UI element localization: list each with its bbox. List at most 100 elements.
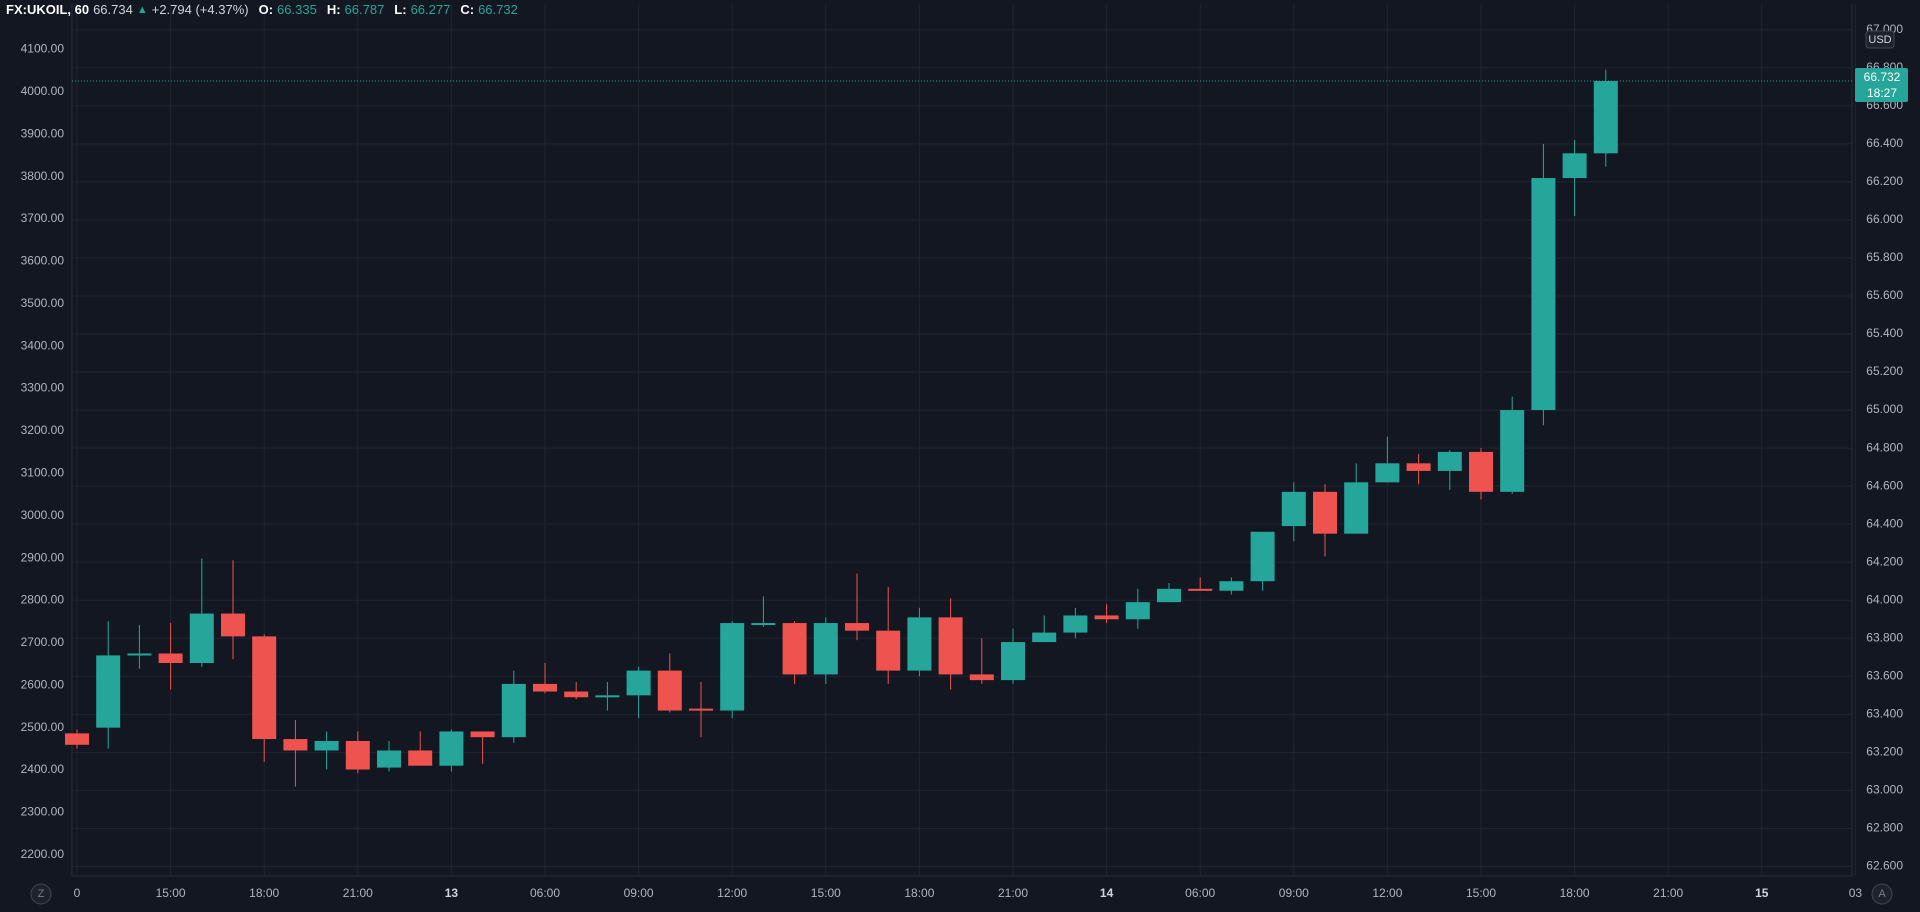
candle-body	[1469, 451, 1493, 492]
right-axis-tick-label: 66.200	[1866, 174, 1903, 188]
right-axis-tick-label: 65.400	[1866, 326, 1903, 340]
left-axis-tick-label: 2700.00	[21, 635, 65, 649]
candle-body	[1063, 615, 1088, 633]
right-axis-tick-label: 64.800	[1866, 440, 1903, 454]
right-axis-tick-label: 65.200	[1866, 364, 1903, 378]
candle-body	[1406, 463, 1431, 471]
left-axis-tick-label: 2200.00	[21, 847, 65, 861]
right-axis-tick-label: 66.400	[1866, 136, 1903, 150]
price-change: +2.794 (+4.37%)	[151, 2, 249, 17]
left-axis-tick-label: 2400.00	[21, 762, 65, 776]
candle-body	[408, 750, 433, 766]
candle-body	[813, 623, 838, 675]
candle-body	[1281, 491, 1306, 527]
time-axis-label: 18:00	[249, 886, 279, 900]
candle-body	[657, 670, 682, 711]
left-axis-tick-label: 2800.00	[21, 593, 65, 607]
last-price: 66.734	[93, 2, 133, 17]
candle-body	[1219, 581, 1244, 591]
time-axis-label: 0	[74, 886, 81, 900]
right-axis-tick-label: 64.200	[1866, 554, 1903, 568]
auto-scale-button[interactable]	[1871, 883, 1893, 905]
left-axis-tick-label: 4100.00	[21, 42, 65, 56]
left-axis-tick-label: 2600.00	[21, 677, 65, 691]
candle-body	[876, 630, 901, 671]
right-axis-tick-label: 65.600	[1866, 288, 1903, 302]
time-axis-label: 15:00	[811, 886, 841, 900]
time-axis-label: 12:00	[717, 886, 747, 900]
time-axis-label: 15	[1755, 886, 1769, 900]
currency-badge[interactable]	[1865, 30, 1895, 49]
candle-body	[595, 695, 620, 698]
time-axis-label: 21:00	[343, 886, 373, 900]
candle-body	[1344, 482, 1369, 534]
candle-body	[439, 731, 464, 766]
open-label: O:	[258, 2, 274, 17]
candle-body	[1500, 410, 1525, 492]
candle-body	[252, 636, 277, 740]
time-axis-label: 18:00	[904, 886, 934, 900]
time-axis-label: 14	[1100, 886, 1114, 900]
candle-body	[1593, 81, 1618, 154]
high-value: 66.787	[344, 2, 385, 17]
candle-body	[845, 623, 869, 631]
right-axis-tick-label: 63.600	[1866, 668, 1903, 682]
time-axis-label: 18:00	[1560, 886, 1590, 900]
time-axis-label: 06:00	[1185, 886, 1215, 900]
right-axis-tick-label: 64.000	[1866, 592, 1903, 606]
right-axis-tick-label: 63.400	[1866, 707, 1903, 721]
candle-body	[751, 623, 776, 626]
last-price-label-box	[1855, 68, 1908, 103]
right-axis-tick-label: 64.600	[1866, 478, 1903, 492]
candle-body	[1188, 588, 1213, 591]
candle-body	[689, 708, 713, 711]
right-axis-tick-label: 63.200	[1866, 745, 1903, 759]
candle-body	[127, 653, 152, 656]
candle-body	[564, 691, 589, 698]
candle-body	[1125, 602, 1150, 620]
time-axis-label: 09:00	[624, 886, 654, 900]
candle-body	[345, 740, 370, 770]
candle-body	[720, 623, 745, 711]
time-axis-label: 21:00	[1653, 886, 1683, 900]
time-axis-label: 06:00	[530, 886, 560, 900]
time-axis-label: 13	[445, 886, 459, 900]
left-axis-tick-label: 3700.00	[21, 211, 65, 225]
candle-body	[470, 731, 495, 738]
candle-body	[1562, 153, 1587, 179]
candle-body	[65, 733, 89, 745]
candle-body	[221, 613, 245, 637]
right-axis-tick-label: 64.400	[1866, 516, 1903, 530]
right-axis-tick-label: 63.800	[1866, 630, 1903, 644]
auto-scale-label: A	[1878, 888, 1886, 900]
candle-body	[283, 739, 308, 751]
open-value: 66.335	[277, 2, 317, 17]
close-label: C:	[460, 2, 475, 17]
low-value: 66.277	[410, 2, 451, 17]
candle-body	[314, 740, 339, 751]
candle-body	[1157, 588, 1181, 603]
time-axis-label: 15:00	[1466, 886, 1496, 900]
candle-body	[1032, 632, 1057, 643]
zoom-reset-button[interactable]	[30, 883, 52, 905]
right-axis-tick-label: 65.800	[1866, 250, 1903, 264]
last-price-label: 66.732	[1864, 70, 1901, 84]
symbol-label[interactable]: FX:UKOIL, 60	[6, 2, 90, 17]
candle-body	[626, 670, 651, 696]
left-axis-tick-label: 2900.00	[21, 550, 65, 564]
candle-body	[1437, 451, 1462, 471]
left-axis-tick-label: 3800.00	[21, 169, 65, 183]
left-axis-tick-label: 3400.00	[21, 338, 65, 352]
candle-body	[377, 750, 401, 768]
candle-body	[907, 617, 932, 671]
left-axis-tick-label: 3500.00	[21, 296, 65, 310]
candle-body	[782, 623, 807, 675]
candle-body	[969, 674, 994, 681]
candle-body	[1250, 531, 1275, 582]
bar-countdown-label: 18:27	[1867, 86, 1897, 100]
time-axis-label: 09:00	[1279, 886, 1309, 900]
candle-body	[1313, 491, 1337, 534]
candle-body	[533, 683, 557, 692]
candle-body	[96, 655, 121, 728]
